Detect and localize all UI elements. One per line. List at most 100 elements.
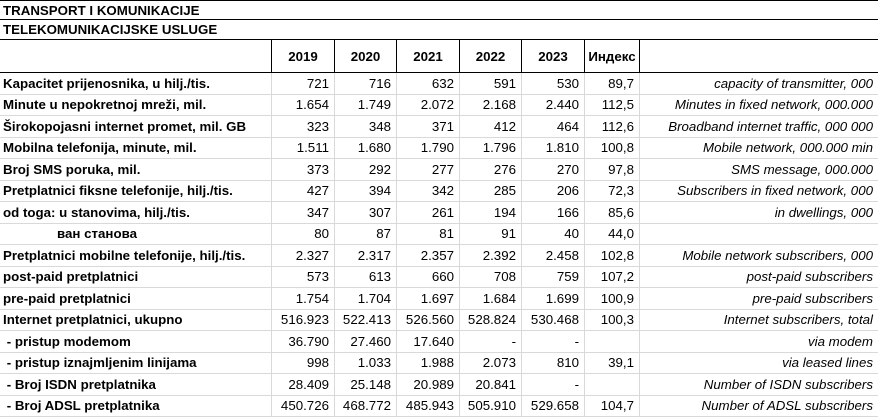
value-cell-2021[interactable]: 1.988 [396, 352, 459, 373]
value-cell-2020[interactable]: 1.680 [334, 137, 396, 158]
row-label-cell[interactable]: - pristup modemom [3, 333, 131, 349]
column-header-index[interactable]: Индекс [584, 40, 640, 72]
index-value-cell[interactable]: 104,7 [584, 395, 640, 416]
column-header-2019[interactable]: 2019 [271, 40, 334, 72]
value-cell-2022[interactable]: 2.073 [459, 352, 521, 373]
value-cell-2023[interactable]: 166 [521, 202, 584, 223]
value-cell-2023[interactable]: 530 [521, 73, 584, 94]
index-value-cell[interactable] [584, 331, 640, 352]
index-value-cell[interactable]: 100,8 [584, 137, 640, 158]
value-cell-2019[interactable]: 1.511 [271, 137, 334, 158]
value-cell-2021[interactable]: 261 [396, 202, 459, 223]
value-cell-2020[interactable]: 292 [334, 159, 396, 180]
index-value-cell[interactable]: 72,3 [584, 180, 640, 201]
row-label-cell[interactable]: od toga: u stanovima, hilj./tis. [3, 204, 190, 220]
value-cell-2021[interactable]: 632 [396, 73, 459, 94]
index-value-cell[interactable]: 112,6 [584, 116, 640, 137]
row-label-cell[interactable]: pre-paid pretplatnici [3, 290, 131, 306]
value-cell-2019[interactable]: 721 [271, 73, 334, 94]
value-cell-2021[interactable]: 2.072 [396, 94, 459, 115]
row-label-cell[interactable]: - Broj ISDN pretplatnika [3, 376, 156, 392]
value-cell-2022[interactable]: 505.910 [459, 395, 521, 416]
english-label-cell[interactable]: post-paid subscribers [746, 269, 873, 285]
value-cell-2020[interactable]: 27.460 [334, 331, 396, 352]
value-cell-2019[interactable]: 80 [271, 223, 334, 244]
value-cell-2022[interactable]: 20.841 [459, 374, 521, 395]
value-cell-2019[interactable]: 323 [271, 116, 334, 137]
value-cell-2020[interactable]: 1.033 [334, 352, 396, 373]
english-label-cell[interactable]: Internet subscribers, total [723, 312, 873, 328]
value-cell-2021[interactable]: 81 [396, 223, 459, 244]
value-cell-2022[interactable]: 412 [459, 116, 521, 137]
value-cell-2019[interactable]: 427 [271, 180, 334, 201]
value-cell-2019[interactable]: 573 [271, 266, 334, 287]
value-cell-2019[interactable]: 998 [271, 352, 334, 373]
value-cell-2020[interactable]: 522.413 [334, 309, 396, 330]
value-cell-2021[interactable]: 1.697 [396, 288, 459, 309]
row-label-cell[interactable]: Mobilna telefonija, minute, mil. [3, 140, 197, 156]
value-cell-2023[interactable]: 759 [521, 266, 584, 287]
row-label-cell[interactable]: Minute u nepokretnoj mreži, mil. [3, 97, 207, 113]
value-cell-2021[interactable]: 277 [396, 159, 459, 180]
row-label-cell[interactable]: - pristup iznajmljenim linijama [3, 355, 197, 371]
english-label-cell[interactable]: Number of ISDN subscribers [703, 376, 873, 392]
value-cell-2022[interactable]: 276 [459, 159, 521, 180]
index-value-cell[interactable]: 112,5 [584, 94, 640, 115]
value-cell-2022[interactable]: - [459, 331, 521, 352]
value-cell-2021[interactable]: 371 [396, 116, 459, 137]
index-value-cell[interactable]: 100,9 [584, 288, 640, 309]
value-cell-2019[interactable]: 1.754 [271, 288, 334, 309]
index-value-cell[interactable]: 97,8 [584, 159, 640, 180]
value-cell-2019[interactable]: 450.726 [271, 395, 334, 416]
row-label-cell[interactable]: - Broj ADSL pretplatnika [3, 398, 160, 414]
english-label-cell[interactable]: Mobile network, 000.000 min [703, 140, 873, 156]
english-label-cell[interactable]: SMS message, 000.000 [731, 161, 873, 177]
value-cell-2019[interactable]: 1.654 [271, 94, 334, 115]
value-cell-2022[interactable]: 2.392 [459, 245, 521, 266]
value-cell-2022[interactable]: 708 [459, 266, 521, 287]
value-cell-2020[interactable]: 87 [334, 223, 396, 244]
value-cell-2020[interactable]: 348 [334, 116, 396, 137]
value-cell-2020[interactable]: 394 [334, 180, 396, 201]
value-cell-2023[interactable]: 1.810 [521, 137, 584, 158]
value-cell-2020[interactable]: 307 [334, 202, 396, 223]
english-header-cell[interactable] [640, 40, 878, 72]
english-label-cell[interactable]: Subscribers in fixed network, 000 [677, 183, 873, 199]
value-cell-2020[interactable]: 2.317 [334, 245, 396, 266]
english-label-cell[interactable]: in dwellings, 000 [774, 204, 873, 220]
value-cell-2021[interactable]: 660 [396, 266, 459, 287]
value-cell-2022[interactable]: 91 [459, 223, 521, 244]
value-cell-2019[interactable]: 373 [271, 159, 334, 180]
row-label-cell[interactable]: Pretplatnici fiksne telefonije, hilj./ti… [3, 183, 233, 199]
english-label-cell[interactable]: pre-paid subscribers [752, 290, 873, 306]
english-label-cell[interactable]: Broadband internet traffic, 000 000 [668, 118, 873, 134]
column-header-2023[interactable]: 2023 [521, 40, 584, 72]
value-cell-2022[interactable]: 591 [459, 73, 521, 94]
value-cell-2023[interactable]: 2.458 [521, 245, 584, 266]
value-cell-2021[interactable]: 342 [396, 180, 459, 201]
index-value-cell[interactable]: 107,2 [584, 266, 640, 287]
index-value-cell[interactable] [584, 374, 640, 395]
table-title-secondary[interactable]: TELEKOMUNIKACIJSKE USLUGE [0, 20, 878, 40]
value-cell-2021[interactable]: 485.943 [396, 395, 459, 416]
value-cell-2023[interactable]: 270 [521, 159, 584, 180]
column-header-2021[interactable]: 2021 [396, 40, 459, 72]
value-cell-2023[interactable]: 810 [521, 352, 584, 373]
table-title-primary[interactable]: TRANSPORT I KOMUNIKACIJE [0, 0, 878, 20]
value-cell-2023[interactable]: 2.440 [521, 94, 584, 115]
index-value-cell[interactable]: 102,8 [584, 245, 640, 266]
value-cell-2021[interactable]: 2.357 [396, 245, 459, 266]
value-cell-2022[interactable]: 1.684 [459, 288, 521, 309]
value-cell-2019[interactable]: 28.409 [271, 374, 334, 395]
english-label-cell[interactable]: via leased lines [782, 355, 873, 371]
english-label-cell[interactable]: via modem [807, 333, 873, 349]
value-cell-2022[interactable]: 528.824 [459, 309, 521, 330]
index-value-cell[interactable]: 44,0 [584, 223, 640, 244]
value-cell-2019[interactable]: 516.923 [271, 309, 334, 330]
index-value-cell[interactable]: 89,7 [584, 73, 640, 94]
row-label-cell[interactable]: post-paid pretplatnici [3, 269, 139, 285]
column-header-2022[interactable]: 2022 [459, 40, 521, 72]
value-cell-2020[interactable]: 613 [334, 266, 396, 287]
value-cell-2023[interactable]: 40 [521, 223, 584, 244]
row-label-cell[interactable]: Širokopojasni internet promet, mil. GB [3, 118, 247, 134]
